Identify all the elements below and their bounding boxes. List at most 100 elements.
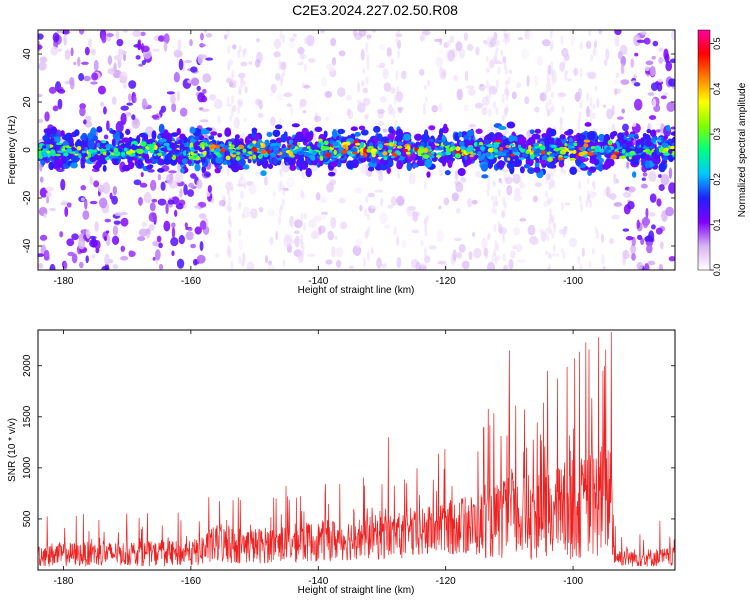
heatmap-cell <box>655 155 661 160</box>
heatmap-cell <box>104 218 112 223</box>
heatmap-cell <box>603 58 608 67</box>
snr-x-tick-label: -100 <box>563 576 583 587</box>
heatmap-cell <box>138 196 143 206</box>
heatmap-cell <box>248 156 253 160</box>
heatmap-cell <box>395 69 399 80</box>
heatmap-cell <box>360 49 365 61</box>
heatmap-cell <box>552 180 556 189</box>
heatmap-cell <box>52 105 59 112</box>
heatmap-cell <box>548 169 552 177</box>
heatmap-cell <box>323 140 329 146</box>
heatmap-cell <box>518 157 526 160</box>
heatmap-cell <box>157 173 162 181</box>
heatmap-cell <box>44 111 50 122</box>
heatmap-cell <box>310 230 319 240</box>
spectrogram-y-tick-label: 20 <box>22 96 33 108</box>
heatmap-cell <box>331 141 339 147</box>
heatmap-cell <box>54 153 61 157</box>
snr-y-tick-label: 1000 <box>22 456 33 479</box>
heatmap-cell <box>156 235 162 243</box>
heatmap-cell <box>424 223 428 233</box>
heatmap-cell <box>73 129 80 137</box>
heatmap-cell <box>166 91 175 95</box>
heatmap-cell <box>288 151 294 157</box>
heatmap-cell <box>668 78 675 87</box>
heatmap-cell <box>87 132 94 140</box>
heatmap-cell <box>111 195 118 205</box>
colorbar-tick-label: 0.2 <box>712 173 722 186</box>
heatmap-cell <box>409 173 417 179</box>
heatmap-cell <box>579 100 583 109</box>
heatmap-cell <box>132 30 142 37</box>
heatmap-cell <box>503 170 507 182</box>
heatmap-cell <box>414 147 419 152</box>
heatmap-cell <box>177 39 182 52</box>
heatmap-cell <box>586 105 590 118</box>
heatmap-cell <box>569 237 578 248</box>
heatmap-cell <box>250 208 258 219</box>
heatmap-cell <box>341 149 348 154</box>
heatmap-cell <box>242 48 246 55</box>
heatmap-cell <box>422 154 430 160</box>
heatmap-cell <box>153 153 157 157</box>
heatmap-cell <box>332 128 338 139</box>
heatmap-cell <box>93 180 100 188</box>
heatmap-cell <box>396 86 400 98</box>
heatmap-cell <box>125 128 131 136</box>
heatmap-cell <box>546 234 550 242</box>
heatmap-cell <box>120 255 129 261</box>
heatmap-cell <box>317 142 322 148</box>
heatmap-cell <box>193 205 201 209</box>
heatmap-cell <box>545 82 549 93</box>
heatmap-cell <box>348 265 355 269</box>
heatmap-cell <box>105 230 110 234</box>
heatmap-cell <box>396 151 402 156</box>
heatmap-cell <box>131 145 138 150</box>
heatmap-cell <box>347 110 354 120</box>
heatmap-cell <box>227 190 231 197</box>
heatmap-cell <box>508 69 513 75</box>
heatmap-cell <box>338 50 346 57</box>
heatmap-cell <box>131 114 136 120</box>
heatmap-cell <box>415 261 421 270</box>
heatmap-cell <box>163 220 171 232</box>
heatmap-cell <box>128 250 134 258</box>
heatmap-cell <box>640 237 645 246</box>
heatmap-cell <box>630 243 636 255</box>
heatmap-cell <box>66 238 75 247</box>
heatmap-cell <box>371 152 376 158</box>
heatmap-cell <box>557 157 565 161</box>
heatmap-cell <box>644 236 651 242</box>
heatmap-cell <box>103 235 107 242</box>
heatmap-cell <box>661 142 669 148</box>
heatmap-cell <box>167 199 175 205</box>
heatmap-cell <box>500 61 504 65</box>
heatmap-cell <box>585 92 589 102</box>
heatmap-cell <box>314 141 319 150</box>
heatmap-cell <box>320 145 327 151</box>
heatmap-cell <box>398 108 402 114</box>
heatmap-cell <box>289 164 297 171</box>
heatmap-cell <box>610 154 617 160</box>
heatmap-cell <box>505 104 509 114</box>
heatmap-cell <box>367 192 375 198</box>
heatmap-cell <box>183 184 188 196</box>
heatmap-cell <box>509 143 515 147</box>
heatmap-cell <box>229 115 233 122</box>
heatmap-cell <box>82 210 90 220</box>
heatmap-cell <box>230 260 234 270</box>
heatmap-cell <box>545 173 549 184</box>
heatmap-cell <box>469 124 477 128</box>
heatmap-cell <box>526 74 530 87</box>
heatmap-cell <box>616 116 624 120</box>
heatmap-cell <box>488 89 492 100</box>
heatmap-cell <box>370 148 377 154</box>
heatmap-cell <box>41 151 48 158</box>
heatmap-cell <box>491 123 495 134</box>
heatmap-cell <box>234 134 240 140</box>
heatmap-cell <box>243 80 247 86</box>
colorbar-label: Normalized spectral amplitude <box>737 82 748 217</box>
heatmap-cell <box>492 180 496 186</box>
heatmap-cell <box>138 63 144 67</box>
heatmap-cell <box>299 103 303 110</box>
